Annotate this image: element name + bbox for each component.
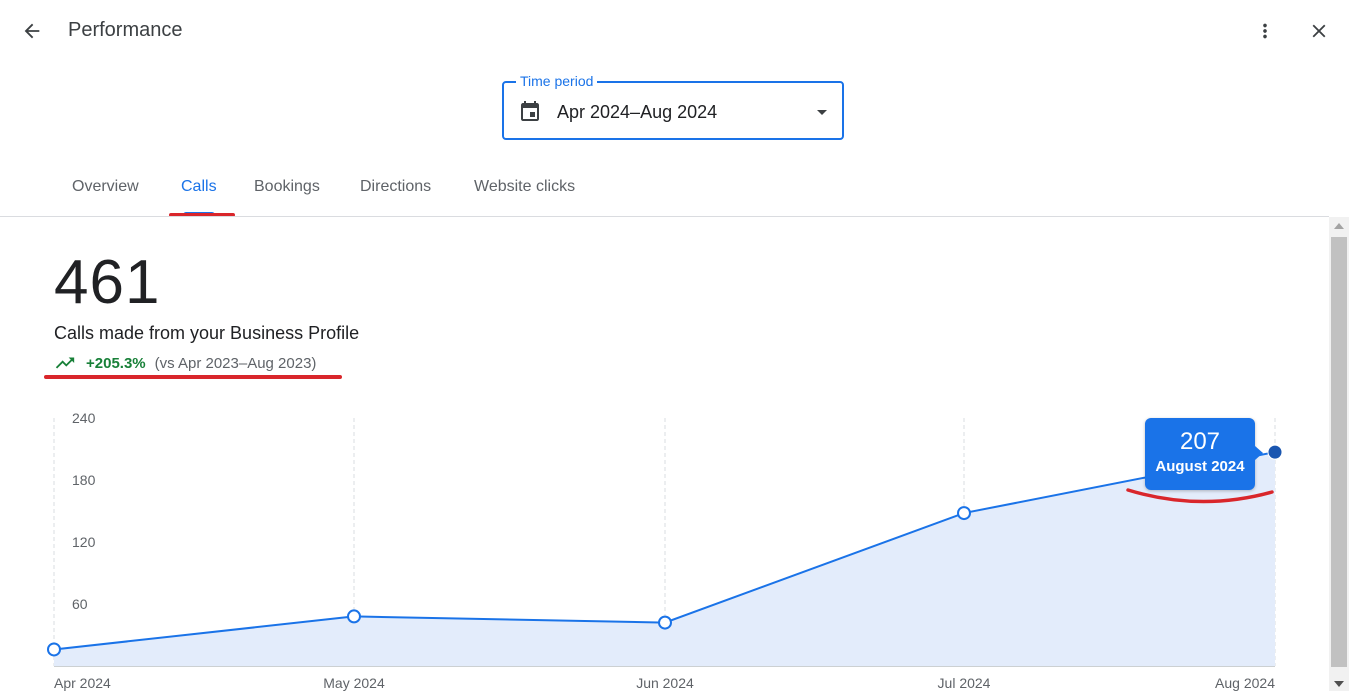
red-annotation-tab	[169, 213, 235, 217]
y-tick-label: 180	[72, 472, 96, 488]
tab-directions[interactable]: Directions	[360, 178, 432, 195]
back-button[interactable]	[12, 11, 52, 51]
tab-website-clicks[interactable]: Website clicks	[474, 178, 576, 195]
vertical-scrollbar[interactable]	[1329, 217, 1349, 691]
calendar-icon	[521, 101, 539, 121]
data-point	[47, 642, 61, 657]
time-period-select[interactable]: Time period Apr 2024–Aug 2024	[502, 73, 844, 140]
app-header: Performance	[0, 0, 1349, 62]
series-area	[54, 452, 1275, 666]
time-period-value: Apr 2024–Aug 2024	[557, 102, 718, 122]
x-tick-label: Apr 2024	[54, 675, 111, 691]
tab-calls[interactable]: Calls	[181, 178, 217, 195]
chart-tooltip: 207 August 2024	[1145, 418, 1263, 490]
scroll-up-arrow-icon[interactable]	[1334, 223, 1344, 229]
total-calls-value: 461	[54, 248, 161, 317]
y-tick-label: 120	[72, 534, 96, 550]
x-tick-label: May 2024	[323, 675, 385, 691]
x-tick-label: Jun 2024	[636, 675, 694, 691]
page-title: Performance	[68, 19, 183, 41]
tooltip-value: 207	[1179, 428, 1221, 455]
tab-bar: Overview Calls Bookings Directions Websi…	[0, 168, 1349, 216]
tab-overview[interactable]: Overview	[72, 178, 139, 195]
scroll-down-arrow-icon[interactable]	[1334, 681, 1344, 687]
scroll-thumb[interactable]	[1331, 237, 1347, 667]
y-tick-label: 240	[72, 410, 96, 426]
trending-up-icon	[55, 357, 75, 369]
metric-description: Calls made from your Business Profile	[54, 323, 360, 343]
dropdown-arrow-icon	[817, 110, 827, 115]
tooltip-date: August 2024	[1155, 458, 1245, 475]
red-annotation-curve	[1126, 488, 1274, 504]
tab-bookings[interactable]: Bookings	[254, 178, 320, 195]
x-tick-label: Jul 2024	[938, 675, 991, 691]
x-tick-label: Aug 2024	[1215, 675, 1275, 691]
calls-line-chart: 60 120 180 240 Apr 2024 May 2024 Jun 2024 Jul 2…	[47, 410, 1283, 691]
data-point	[347, 609, 361, 624]
red-annotation-change	[44, 375, 342, 379]
data-point-highlighted	[1267, 444, 1283, 460]
more-vert-icon	[1263, 23, 1267, 39]
tabs-divider	[0, 216, 1329, 217]
y-tick-label: 60	[72, 596, 88, 612]
time-period-label: Time period	[516, 73, 598, 89]
change-percent: +205.3%	[86, 354, 146, 372]
close-button[interactable]	[1299, 11, 1339, 51]
more-options-button[interactable]	[1245, 11, 1285, 51]
data-point	[957, 506, 971, 521]
change-comparison: (vs Apr 2023–Aug 2023)	[154, 354, 317, 372]
arrow-back-icon	[24, 23, 40, 39]
change-row: +205.3% (vs Apr 2023–Aug 2023)	[54, 352, 316, 374]
close-icon	[1312, 24, 1326, 38]
data-point	[658, 615, 672, 630]
